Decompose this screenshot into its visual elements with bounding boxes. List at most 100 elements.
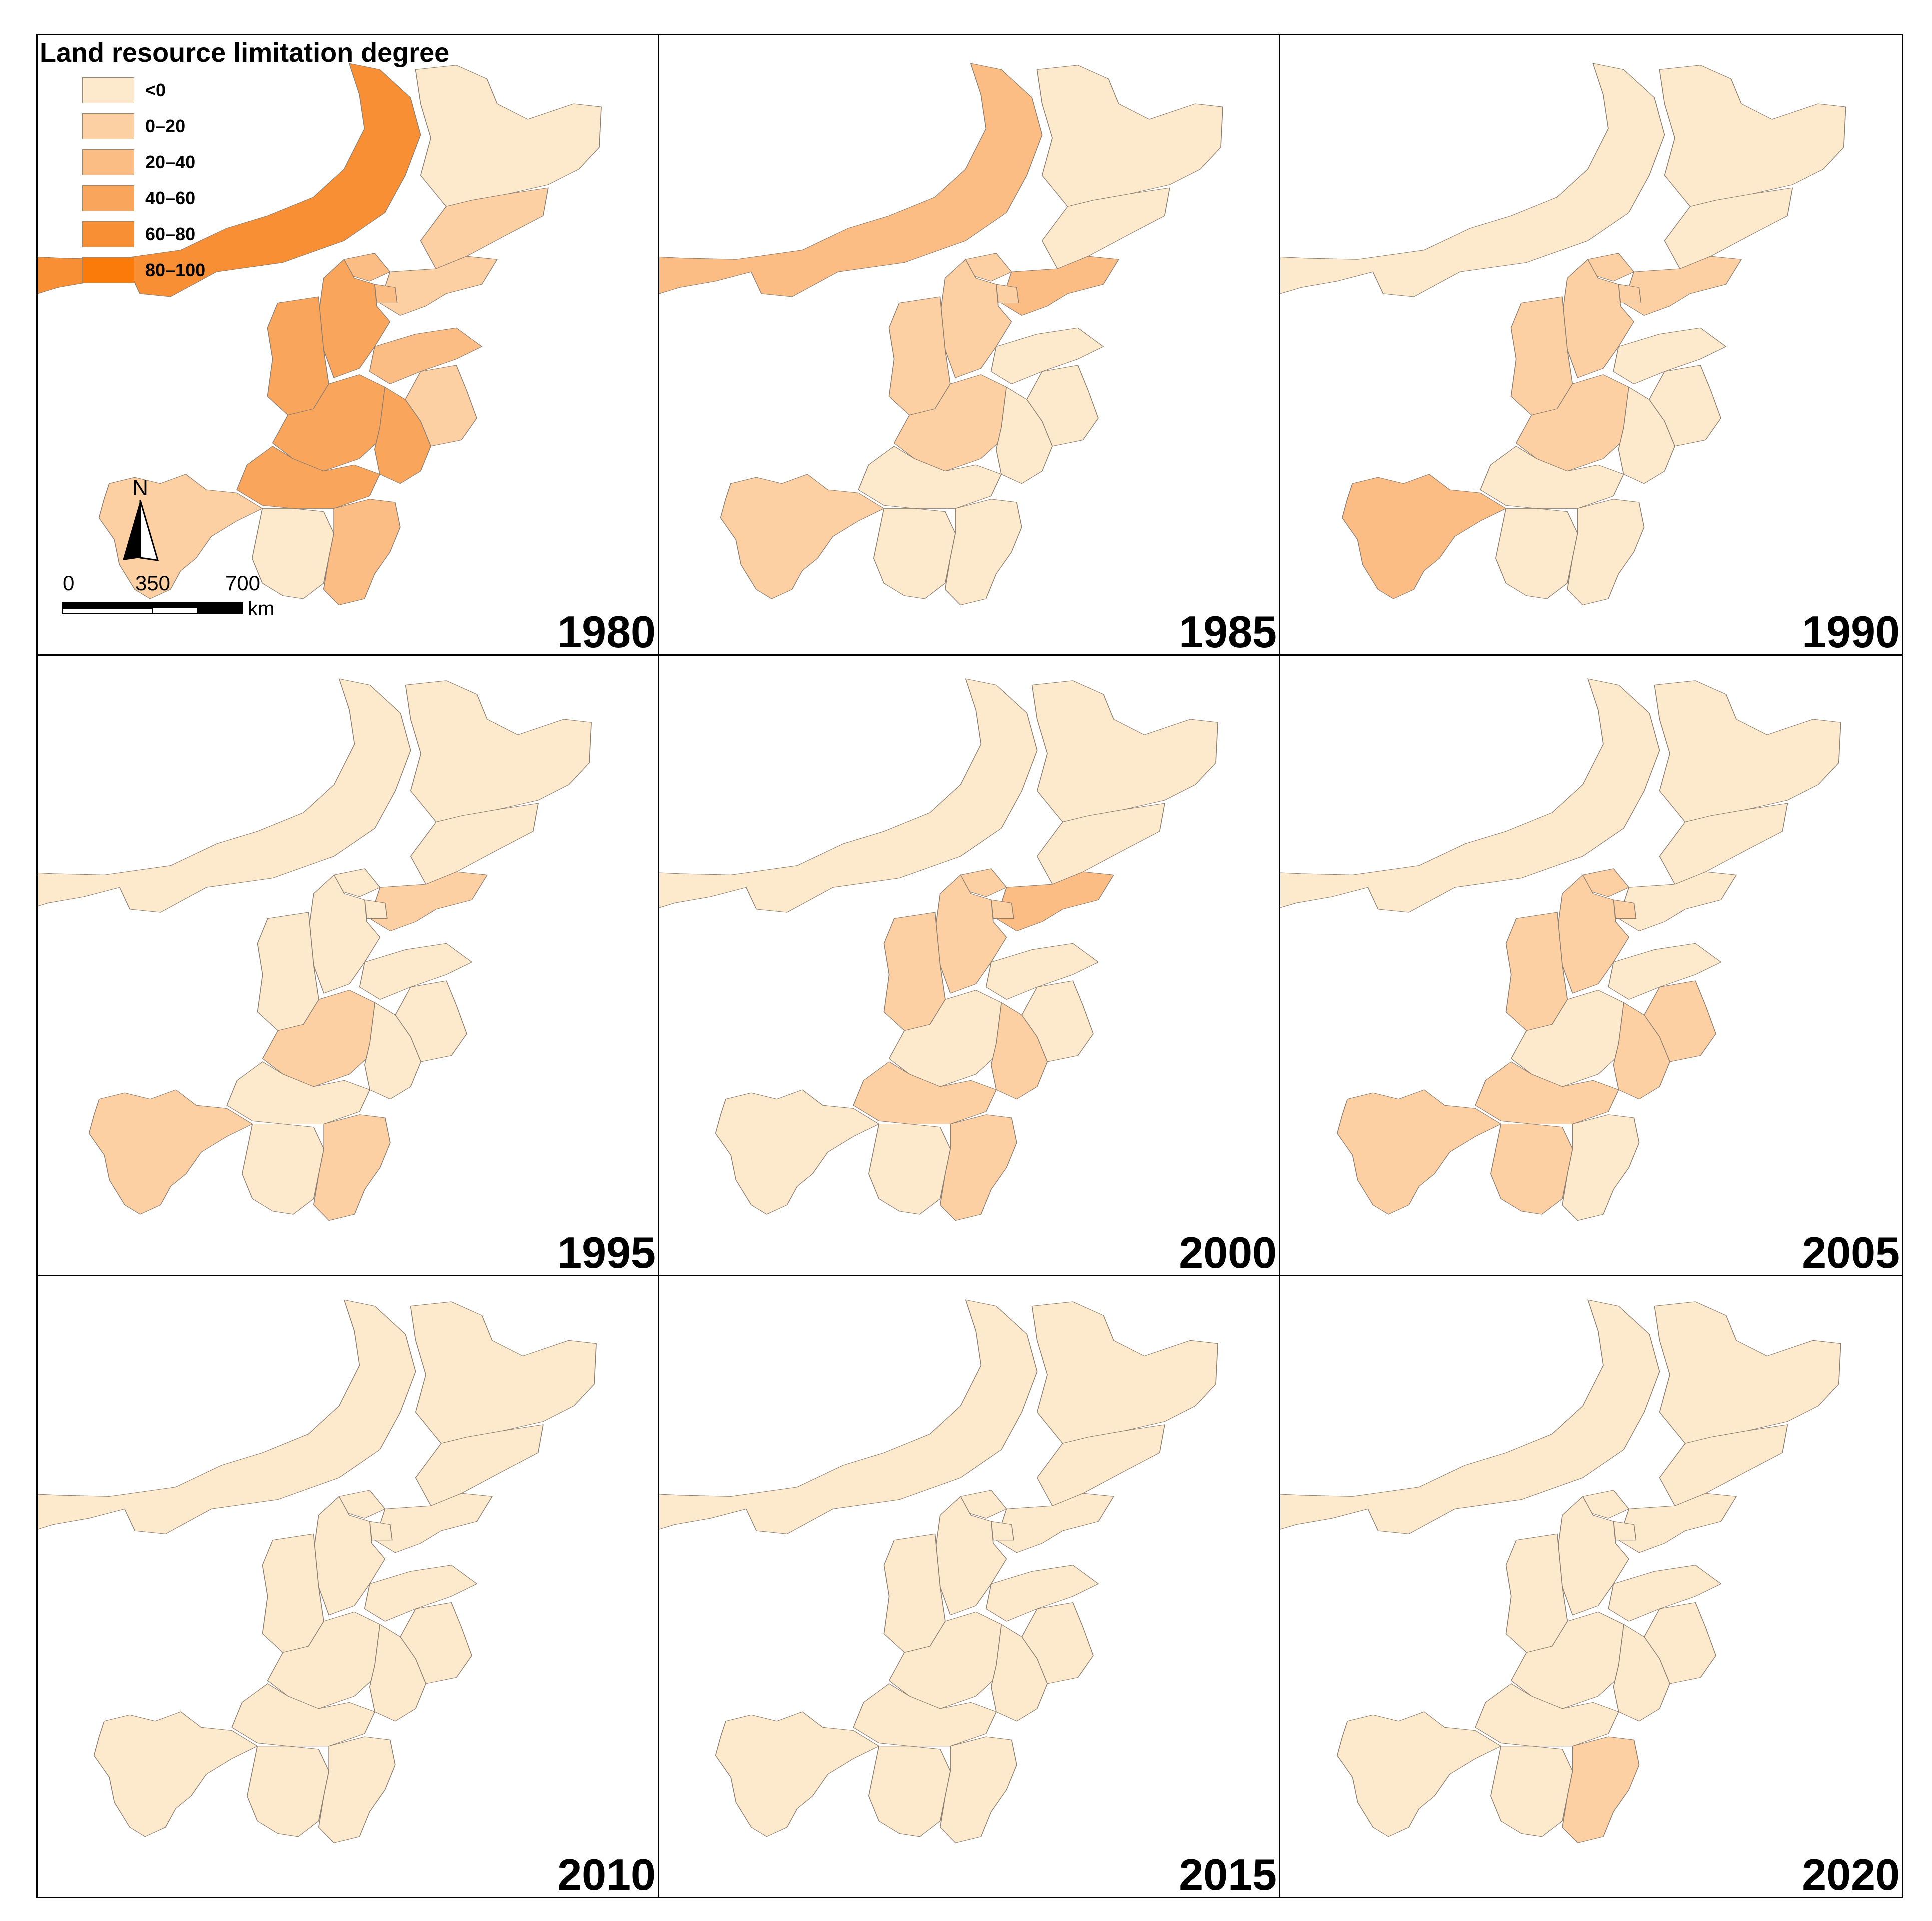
region-jilin [420, 187, 549, 269]
region-jiangxi [323, 499, 401, 606]
map-panel-1985: 1985 [659, 35, 1280, 656]
region-heilongjiang [1031, 1301, 1218, 1444]
region-liaoning [1618, 871, 1737, 932]
region-shanxi [262, 1533, 324, 1653]
map-panel-1980: 1980 Land resource limitation degree <0 0–2… [38, 35, 659, 656]
region-heilongjiang [1654, 1301, 1841, 1444]
region-tianjin [990, 1521, 1014, 1540]
year-label: 2015 [1179, 1850, 1277, 1897]
region-hunan [1495, 508, 1578, 599]
region-jiangxi [1562, 1114, 1640, 1221]
region-shandong [1608, 943, 1722, 1000]
region-shandong [1608, 1564, 1722, 1622]
legend-label: 80–100 [145, 260, 206, 280]
region-anhui [374, 386, 431, 484]
scale-unit: km [248, 598, 274, 620]
legend-label: 0–20 [145, 116, 186, 136]
map-panel-2005: 2005 [1280, 656, 1902, 1276]
region-hubei [1475, 1683, 1619, 1746]
region-anhui [990, 1002, 1048, 1100]
region-hunan [246, 1745, 329, 1837]
region-shanxi [1505, 912, 1568, 1031]
province-map-1985 [659, 63, 1223, 606]
region-sichuan [1336, 1089, 1502, 1215]
region-jiangxi [318, 1736, 396, 1843]
region-anhui [995, 386, 1053, 484]
region-shandong [985, 1564, 1099, 1622]
region-jilin [1036, 803, 1165, 885]
region-hunan [1490, 1124, 1573, 1215]
region-hubei [231, 1683, 375, 1746]
year-label: 2000 [1179, 1227, 1277, 1276]
map-grid: 1980 Land resource limitation degree <0 0–2… [36, 34, 1903, 1898]
region-liaoning [996, 871, 1114, 932]
region-shanxi [1505, 1533, 1568, 1653]
region-jilin [1659, 1424, 1788, 1506]
region-shandong [364, 1564, 478, 1622]
scale-segment [153, 603, 243, 608]
region-sichuan [715, 1089, 880, 1215]
region-shandong [1613, 327, 1727, 385]
region-tianjin [1618, 284, 1642, 303]
region-inner-mongolia [38, 63, 421, 297]
region-tianjin [369, 1521, 393, 1540]
region-shanxi [1510, 296, 1573, 416]
legend-title: Land resource limitation degree [40, 38, 450, 68]
region-jiangxi [939, 1114, 1017, 1221]
scale-tick-label: 350 [135, 571, 170, 595]
legend-label: 40–60 [145, 188, 196, 208]
north-label: N [132, 476, 148, 500]
region-shanxi [257, 912, 319, 1031]
region-sichuan [88, 1089, 253, 1215]
region-inner-mongolia [1280, 678, 1660, 913]
province-map-1990 [1280, 63, 1846, 606]
legend-swatch [82, 149, 134, 175]
region-hubei [1475, 1061, 1619, 1125]
map-panel-2020: 2020 [1280, 1276, 1902, 1897]
legend-item: 0–20 [82, 108, 449, 144]
year-label: 2005 [1802, 1227, 1900, 1276]
province-map-1980 [38, 63, 602, 606]
region-shanxi [883, 1533, 946, 1653]
legend: Land resource limitation degree <0 0–20 20–… [40, 37, 449, 288]
region-hunan [868, 1745, 951, 1837]
region-shandong [985, 943, 1099, 1000]
north-arrow-right [139, 500, 159, 561]
region-shandong [990, 327, 1104, 385]
region-jilin [1036, 1424, 1165, 1506]
region-liaoning [1618, 1493, 1737, 1553]
map-panel-2015: 2015 [659, 1276, 1280, 1897]
legend-swatch [82, 257, 134, 283]
region-jiangxi [939, 1736, 1017, 1843]
region-anhui [364, 1002, 421, 1100]
map-panel-2010: 2010 [38, 1276, 659, 1897]
region-jilin [1041, 187, 1170, 269]
region-heilongjiang [410, 1301, 597, 1444]
legend-swatch [82, 113, 134, 139]
legend-item: 80–100 [82, 252, 449, 288]
province-map-2020 [1280, 1299, 1841, 1843]
region-shanxi [883, 912, 946, 1031]
region-liaoning [996, 1493, 1114, 1553]
region-jilin [415, 1424, 544, 1506]
region-jilin [410, 803, 539, 885]
region-jiangxi [944, 499, 1022, 606]
province-map-2000 [659, 678, 1218, 1221]
province-map-2005 [1280, 678, 1841, 1221]
region-hubei [226, 1061, 371, 1125]
region-heilongjiang [415, 65, 602, 207]
region-anhui [990, 1623, 1048, 1722]
legend-label: 60–80 [145, 224, 196, 244]
region-hubei [853, 1061, 997, 1125]
region-sichuan [1336, 1711, 1502, 1837]
region-heilongjiang [1031, 680, 1218, 823]
legend-label: <0 [145, 80, 166, 100]
legend-item: 40–60 [82, 180, 449, 216]
region-anhui [1613, 1002, 1670, 1100]
region-hubei [853, 1683, 997, 1746]
year-label: 1985 [1179, 607, 1277, 656]
region-tianjin [364, 899, 388, 919]
region-liaoning [374, 1493, 493, 1553]
legend-swatch [82, 185, 134, 211]
